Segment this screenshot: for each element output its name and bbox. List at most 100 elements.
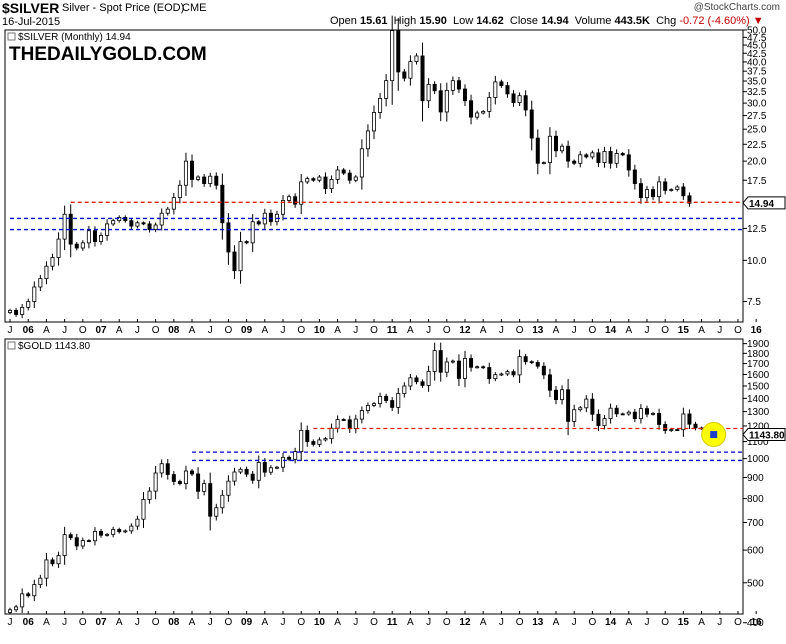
gold-candle: [50, 557, 55, 567]
gold-candle-body: [408, 377, 413, 387]
gold-candle: [111, 526, 116, 538]
gold-x-tick-label: J: [644, 617, 649, 628]
gold-candle-body: [608, 407, 613, 420]
silver-candle: [14, 308, 19, 317]
gold-y-tick-label: 400: [747, 618, 764, 629]
silver-candle: [529, 100, 534, 151]
gold-candle-body: [347, 419, 352, 430]
gold-candle: [657, 408, 662, 430]
gold-candle-body: [687, 413, 692, 425]
silver-candle: [414, 53, 419, 65]
gold-x-tick-label: A: [116, 617, 123, 628]
silver-candle-body: [632, 169, 637, 184]
gold-candle-body: [281, 456, 286, 468]
gold-x-tick-label: 11: [387, 617, 398, 628]
gold-candle: [92, 527, 97, 546]
gold-candle-body: [396, 393, 401, 408]
gold-candle-body: [92, 531, 97, 542]
gold-candle: [529, 360, 534, 364]
gold-candle-body: [202, 483, 207, 492]
silver-x-tick-label: 10: [314, 325, 326, 336]
silver-candle-body: [159, 212, 164, 226]
silver-candle: [147, 221, 152, 233]
gold-candle-body: [329, 427, 334, 440]
gold-candle: [86, 539, 91, 543]
close-value: 14.94: [541, 15, 569, 27]
gold-candle: [602, 415, 607, 430]
gold-plot-frame: [4, 338, 744, 615]
silver-candle: [456, 76, 461, 94]
silver-x-tick-label: 16: [751, 325, 763, 336]
silver-candle: [493, 75, 498, 105]
silver-candle-body: [444, 89, 449, 113]
gold-candle-body: [365, 404, 370, 411]
gold-candle: [444, 357, 449, 378]
silver-candle: [675, 185, 680, 192]
silver-candle: [572, 159, 577, 165]
silver-candle-body: [32, 286, 37, 302]
gold-y-tick-label: 500: [747, 578, 764, 589]
gold-y-tick-label: 1200: [747, 421, 770, 432]
gold-candle-body: [663, 424, 668, 431]
silver-candle: [663, 178, 668, 195]
silver-x-tick-label: J: [499, 325, 504, 336]
silver-candle: [299, 173, 304, 215]
gold-x-tick-label: J: [208, 617, 213, 628]
gold-candle: [626, 410, 631, 416]
silver-candle-body: [414, 55, 419, 62]
gold-candle: [171, 471, 176, 486]
gold-y-tick-label: 1500: [747, 381, 770, 392]
gold-candle-body: [341, 419, 346, 421]
gold-candle-body: [80, 540, 85, 547]
silver-x-tick-label: O: [734, 325, 742, 336]
gold-candle-body: [238, 468, 243, 473]
silver-candle-body: [469, 100, 474, 118]
silver-candle-body: [493, 81, 498, 98]
gold-candle: [481, 365, 486, 369]
gold-candle: [590, 393, 595, 422]
silver-candle: [578, 151, 583, 168]
exchange-label: CME: [182, 2, 207, 14]
silver-y-tick-label: 37.5: [747, 67, 767, 78]
gold-candle: [8, 607, 13, 615]
gold-candle: [390, 397, 395, 412]
gold-x-tick-label: O: [297, 617, 305, 628]
gold-candle-body: [214, 507, 219, 517]
volume-value: 443.5K: [614, 15, 650, 27]
gold-candle: [541, 362, 546, 380]
silver-y-tick-label: 47.5: [747, 33, 767, 44]
silver-candle-body: [329, 179, 334, 190]
gold-candle-body: [675, 429, 680, 431]
silver-candle-body: [226, 222, 231, 253]
gold-x-tick-label: 12: [459, 617, 471, 628]
silver-candle-body: [323, 176, 328, 190]
silver-x-tick-label: J: [717, 325, 722, 336]
gold-candle: [262, 458, 267, 477]
gold-x-tick-label: 08: [168, 617, 180, 628]
gold-candle: [572, 404, 577, 427]
silver-candle: [196, 175, 201, 182]
open-label: Open: [330, 15, 357, 27]
gold-candle-body: [311, 441, 316, 445]
silver-candle-body: [214, 175, 219, 186]
gold-candle: [523, 353, 528, 365]
gold-candle-body: [535, 362, 540, 367]
silver-candle-body: [50, 257, 55, 267]
silver-candle: [499, 79, 504, 88]
silver-y-tick-label: 12.5: [747, 224, 767, 235]
silver-plot-frame: [4, 29, 744, 323]
silver-candle-body: [177, 184, 182, 199]
silver-candle-body: [92, 230, 97, 242]
silver-x-tick-label: 11: [387, 325, 398, 336]
silver-x-tick-label: 13: [532, 325, 544, 336]
silver-candle: [26, 298, 31, 311]
high-label: High: [393, 15, 417, 27]
silver-candle: [481, 110, 486, 115]
silver-candle-body: [657, 181, 662, 198]
silver-candle: [250, 214, 255, 253]
gold-candle: [632, 408, 637, 423]
silver-candle-body: [384, 80, 389, 99]
gold-candle-body: [614, 407, 619, 415]
quote-date: 16-Jul-2015: [2, 16, 61, 28]
silver-candle-body: [371, 112, 376, 132]
